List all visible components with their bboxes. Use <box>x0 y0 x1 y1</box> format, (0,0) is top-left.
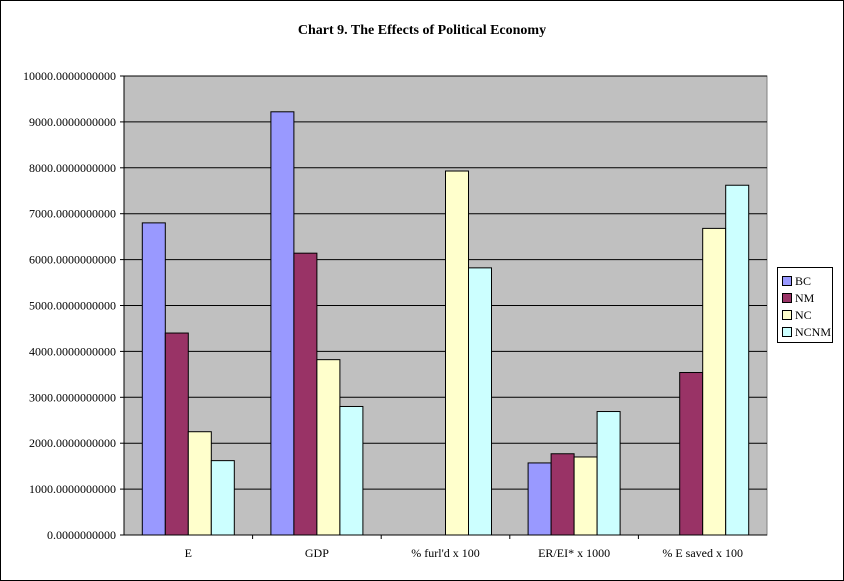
y-tick-label: 0.0000000000 <box>47 528 116 542</box>
y-tick-label: 1000.0000000000 <box>29 482 116 496</box>
bar-ncnm-0 <box>210 460 235 536</box>
x-tick-label: E <box>185 546 192 560</box>
y-tick-label: 9000.0000000000 <box>29 115 116 129</box>
legend-swatch <box>782 292 792 303</box>
bar-nc-4 <box>702 227 727 536</box>
bar-nc-0 <box>187 431 212 536</box>
legend-label: NCNM <box>795 324 832 339</box>
legend: BC NM NC NCNM <box>777 267 833 343</box>
y-tick-label: 8000.0000000000 <box>29 161 116 175</box>
y-tick-label: 5000.0000000000 <box>29 299 116 313</box>
axes: 0.0000000000 1000.0000000000 2000.00000000… <box>23 69 767 560</box>
bar-nc-1 <box>316 359 341 536</box>
legend-label: NC <box>795 307 812 322</box>
legend-label: BC <box>795 273 812 288</box>
bar-bc-1 <box>270 111 295 536</box>
y-tick-label: 7000.0000000000 <box>29 207 116 221</box>
legend-item-bc: BC <box>782 272 832 289</box>
y-tick-label: 6000.0000000000 <box>29 253 116 267</box>
legend-swatch <box>782 275 792 286</box>
legend-item-nm: NM <box>782 289 832 306</box>
chart-title: Chart 9. The Effects of Political Econom… <box>297 23 547 38</box>
x-tick-label: % furl'd x 100 <box>411 546 479 560</box>
bar-nm-0 <box>164 332 189 536</box>
bar-nc-3 <box>573 456 598 536</box>
bars <box>141 111 750 536</box>
bar-nm-1 <box>293 252 318 536</box>
y-tick-label: 4000.0000000000 <box>29 344 116 358</box>
bar-bc-3 <box>527 462 552 536</box>
bar-ncnm-3 <box>596 411 621 536</box>
y-tick-label: 10000.0000000000 <box>23 69 116 83</box>
bar-nm-4 <box>679 372 704 536</box>
legend-swatch <box>782 309 792 320</box>
x-tick-label: % E saved x 100 <box>662 546 743 560</box>
bar-ncnm-2 <box>468 267 492 536</box>
bar-bc-0 <box>141 222 166 536</box>
y-tick-label: 2000.0000000000 <box>29 436 116 450</box>
legend-label: NM <box>795 290 815 305</box>
legend-swatch <box>782 326 792 337</box>
y-tick-label: 3000.0000000000 <box>29 390 116 404</box>
x-tick-label: ER/EI* x 1000 <box>538 546 610 560</box>
bar-nc-2 <box>445 170 469 536</box>
legend-item-ncnm: NCNM <box>782 323 832 340</box>
bar-ncnm-4 <box>725 184 750 536</box>
legend-item-nc: NC <box>782 306 832 323</box>
bar-ncnm-1 <box>339 405 364 536</box>
x-tick-label: GDP <box>305 546 329 560</box>
bar-nm-3 <box>550 453 575 536</box>
